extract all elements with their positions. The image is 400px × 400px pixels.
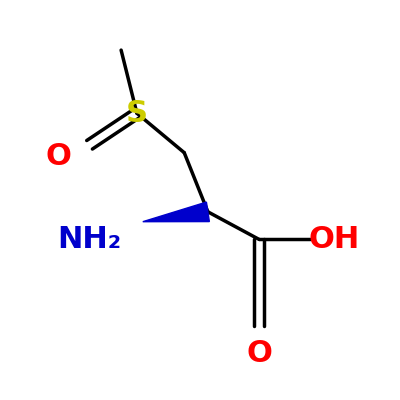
Text: OH: OH	[308, 225, 360, 254]
Text: O: O	[45, 142, 71, 171]
Text: O: O	[246, 339, 272, 368]
Text: S: S	[126, 99, 148, 128]
Text: NH₂: NH₂	[58, 225, 122, 254]
Polygon shape	[143, 202, 209, 222]
